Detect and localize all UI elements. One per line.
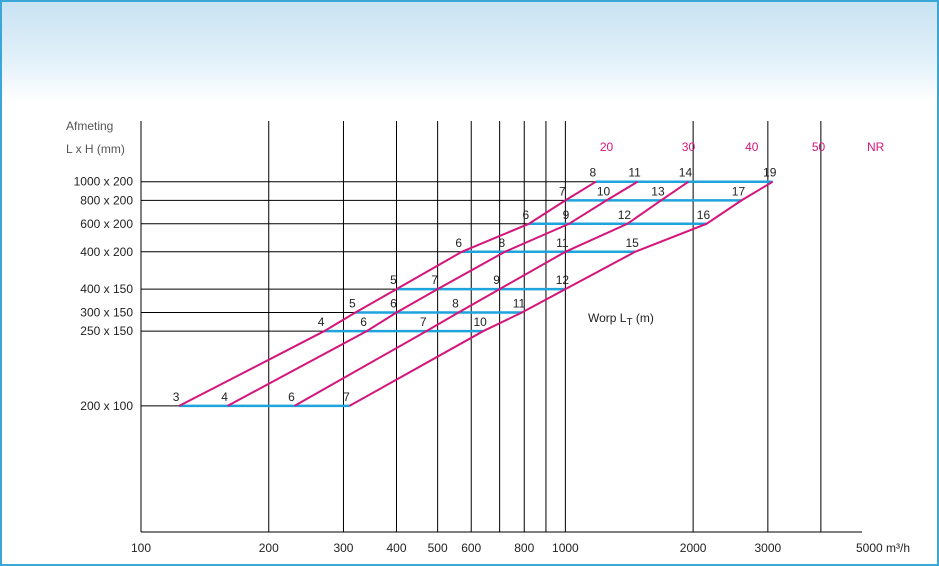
throw-value-label: 8 <box>498 236 505 250</box>
throw-line <box>227 180 639 407</box>
x-tick-label: 2000 <box>680 541 707 555</box>
y-tick-label: 250 x 150 <box>80 324 133 338</box>
throw-line <box>178 180 597 407</box>
y-tick-label: 300 x 150 <box>80 305 133 319</box>
throw-value-label: 10 <box>597 184 611 198</box>
nr-tick-label: 30 <box>682 140 696 154</box>
y-tick-label: 200 x 100 <box>80 399 133 413</box>
y-tick-label: 400 x 200 <box>80 245 133 259</box>
grid-lines <box>140 121 862 533</box>
throw-value-label: 15 <box>625 236 639 250</box>
throw-value-label: 6 <box>390 296 397 310</box>
throw-value-label: 7 <box>431 273 438 287</box>
throw-value-label: 5 <box>349 296 356 310</box>
header-banner <box>2 2 937 102</box>
throw-value-label: 9 <box>563 208 570 222</box>
y-tick-label: 1000 x 200 <box>74 175 134 189</box>
throw-line <box>294 180 690 407</box>
throw-value-label: 16 <box>697 208 711 222</box>
throw-lines <box>178 180 774 407</box>
worp-label-unit: (m) <box>633 311 654 325</box>
throw-value-label: 12 <box>618 208 632 222</box>
throw-value-label: 4 <box>318 315 325 329</box>
throw-value-label: 11 <box>513 296 526 310</box>
x-tick-label: 400 <box>386 541 406 555</box>
nr-label: NR <box>867 140 885 154</box>
size-lines <box>179 180 773 408</box>
throw-value-label: 8 <box>590 166 597 180</box>
nr-tick-label: 20 <box>600 140 614 154</box>
throw-value-label: 7 <box>343 390 350 404</box>
x-tick-label: 100 <box>131 541 151 555</box>
y-tick-label: 400 x 150 <box>80 282 133 296</box>
throw-value-label: 8 <box>452 296 459 310</box>
throw-value-label: 6 <box>360 315 367 329</box>
worp-label-sub: T <box>626 317 632 328</box>
x-tick-label: 200 <box>259 541 279 555</box>
y-tick-label: 800 x 200 <box>80 193 133 207</box>
y-header-line2: L x H (mm) <box>66 142 125 156</box>
x-tick-label: 300 <box>333 541 353 555</box>
x-tick-label: 3000 <box>755 541 782 555</box>
chart-labels: 100 200 300 400 500 600 800 1000 2000 3000 5000 m³… <box>66 119 910 555</box>
throw-value-label: 5 <box>390 273 397 287</box>
throw-value-label: 9 <box>493 273 500 287</box>
throw-value-label: 14 <box>679 166 693 180</box>
throw-value-label: 19 <box>763 166 777 180</box>
throw-value-label: 17 <box>732 184 746 198</box>
throw-value-label: 12 <box>556 273 570 287</box>
worp-label: Worp LT (m) <box>588 311 654 328</box>
throw-value-label: 11 <box>556 236 569 250</box>
nr-tick-label: 40 <box>745 140 759 154</box>
worp-label-main: Worp L <box>588 311 627 325</box>
throw-value-label: 11 <box>628 166 641 180</box>
y-tick-label: 600 x 200 <box>80 217 133 231</box>
throw-value-label: 6 <box>522 208 529 222</box>
x-tick-label: 800 <box>514 541 534 555</box>
throw-value-label: 6 <box>288 390 295 404</box>
throw-value-label: 4 <box>221 390 228 404</box>
x-tick-label: 1000 <box>552 541 579 555</box>
throw-value-label: 3 <box>173 390 180 404</box>
throw-value-label: 10 <box>473 315 487 329</box>
throw-value-label: 7 <box>420 315 427 329</box>
throw-value-label: 6 <box>455 236 462 250</box>
x-tick-label: 500 <box>428 541 448 555</box>
throw-line <box>349 180 774 407</box>
y-header-line1: Afmeting <box>66 119 113 133</box>
throw-value-label: 7 <box>559 184 566 198</box>
throw-value-label: 13 <box>651 184 665 198</box>
x-tick-label: 5000 m³/h <box>856 541 910 555</box>
x-tick-label: 600 <box>461 541 481 555</box>
nr-tick-label: 50 <box>812 140 826 154</box>
